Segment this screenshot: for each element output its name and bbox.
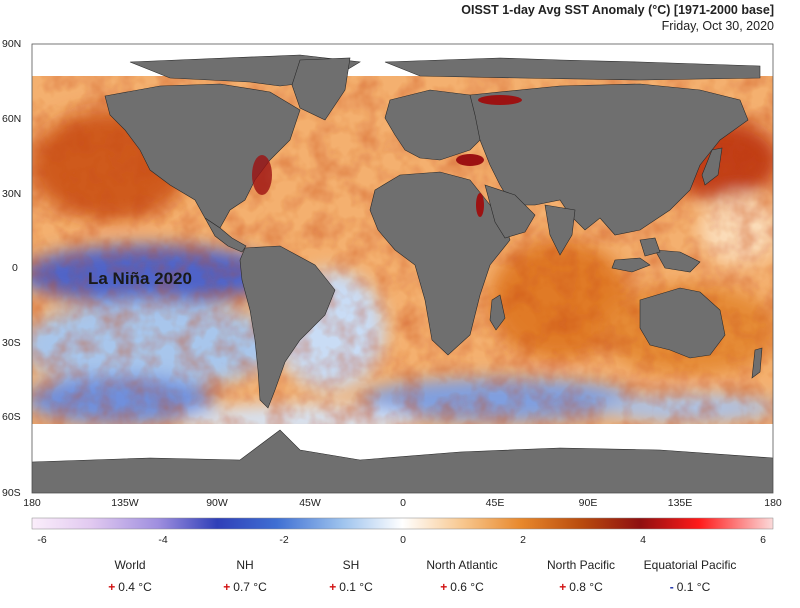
- latitude-labels: 90N 60N 30N 0 30S 60S 90S: [2, 38, 21, 499]
- stat-name: Equatorial Pacific: [643, 558, 737, 572]
- stat-value: 0.7 °C: [233, 580, 267, 594]
- lat-label: 60N: [2, 113, 21, 125]
- lon-label: 90E: [579, 497, 598, 509]
- lon-label: 180: [764, 497, 782, 509]
- stat-value: 0.1 °C: [676, 580, 711, 594]
- stat-value-wrap: +0.7 °C: [180, 580, 310, 594]
- lon-label: 45W: [299, 497, 321, 509]
- stat-nh: NH +0.7 °C: [180, 558, 310, 594]
- stat-name: North Pacific: [546, 558, 616, 572]
- lon-label: 45E: [486, 497, 505, 509]
- colorbar-tick: 0: [400, 534, 406, 546]
- colorbar-tick: -2: [279, 534, 288, 546]
- stat-sh: SH +0.1 °C: [286, 558, 416, 594]
- lat-label: 30N: [2, 188, 21, 200]
- lat-label: 30S: [2, 337, 21, 349]
- stat-value: 0.1 °C: [339, 580, 373, 594]
- stat-world: World +0.4 °C: [65, 558, 195, 594]
- lat-label: 0: [12, 262, 18, 274]
- stat-value: 0.6 °C: [450, 580, 484, 594]
- stat-north-pacific: North Pacific +0.8 °C: [516, 558, 646, 594]
- lon-label: 135W: [111, 497, 139, 509]
- stat-sign: +: [440, 580, 448, 594]
- lon-label: 0: [400, 497, 406, 509]
- longitude-labels: 180 135W 90W 45W 0 45E 90E 135E 180: [23, 497, 782, 509]
- lon-label: 90W: [206, 497, 228, 509]
- map-date: Friday, Oct 30, 2020: [661, 19, 774, 33]
- lat-label: 90N: [2, 38, 21, 50]
- lat-label: 60S: [2, 411, 21, 423]
- colorbar-tick: -4: [158, 534, 167, 546]
- colorbar-tick: 6: [760, 534, 766, 546]
- colorbar-tick: 2: [520, 534, 526, 546]
- lat-label: 90S: [2, 487, 21, 499]
- map-title: OISST 1-day Avg SST Anomaly (°C) [1971-2…: [461, 3, 774, 17]
- colorbar-ticks: -6 -4 -2 0 2 4 6: [37, 534, 766, 546]
- stat-name: North Atlantic: [426, 558, 498, 572]
- stat-sign: +: [223, 580, 231, 594]
- stat-name: NH: [236, 558, 254, 572]
- lon-label: 180: [23, 497, 41, 509]
- stat-equatorial-pacific: Equatorial Pacific -0.1 °C: [620, 558, 760, 594]
- stat-sign: -: [669, 580, 674, 594]
- stat-sign: +: [329, 580, 337, 594]
- lon-label: 135E: [668, 497, 693, 509]
- stat-name: SH: [342, 558, 360, 572]
- stat-sign: +: [108, 580, 116, 594]
- la-nina-annotation: La Niña 2020: [88, 269, 192, 288]
- stat-value-wrap: +0.8 °C: [516, 580, 646, 594]
- stat-sign: +: [559, 580, 567, 594]
- colorbar-tick: -6: [37, 534, 46, 546]
- sst-anomaly-map: La Niña 2020 90N 60N 30N 0 30S 60S 90S 1…: [2, 38, 782, 546]
- stat-value: 0.8 °C: [569, 580, 603, 594]
- stat-value-wrap: +0.6 °C: [397, 580, 527, 594]
- colorbar: [31, 517, 774, 530]
- map-frame: [31, 43, 774, 494]
- stat-value-wrap: +0.4 °C: [65, 580, 195, 594]
- stat-value-wrap: -0.1 °C: [620, 580, 760, 594]
- stat-value: 0.4 °C: [118, 580, 152, 594]
- land-masses: [32, 54, 773, 493]
- stat-value-wrap: +0.1 °C: [286, 580, 416, 594]
- stat-north-atlantic: North Atlantic +0.6 °C: [397, 558, 527, 594]
- hot-spots: [252, 95, 522, 217]
- colorbar-tick: 4: [640, 534, 646, 546]
- stat-name: World: [114, 558, 146, 572]
